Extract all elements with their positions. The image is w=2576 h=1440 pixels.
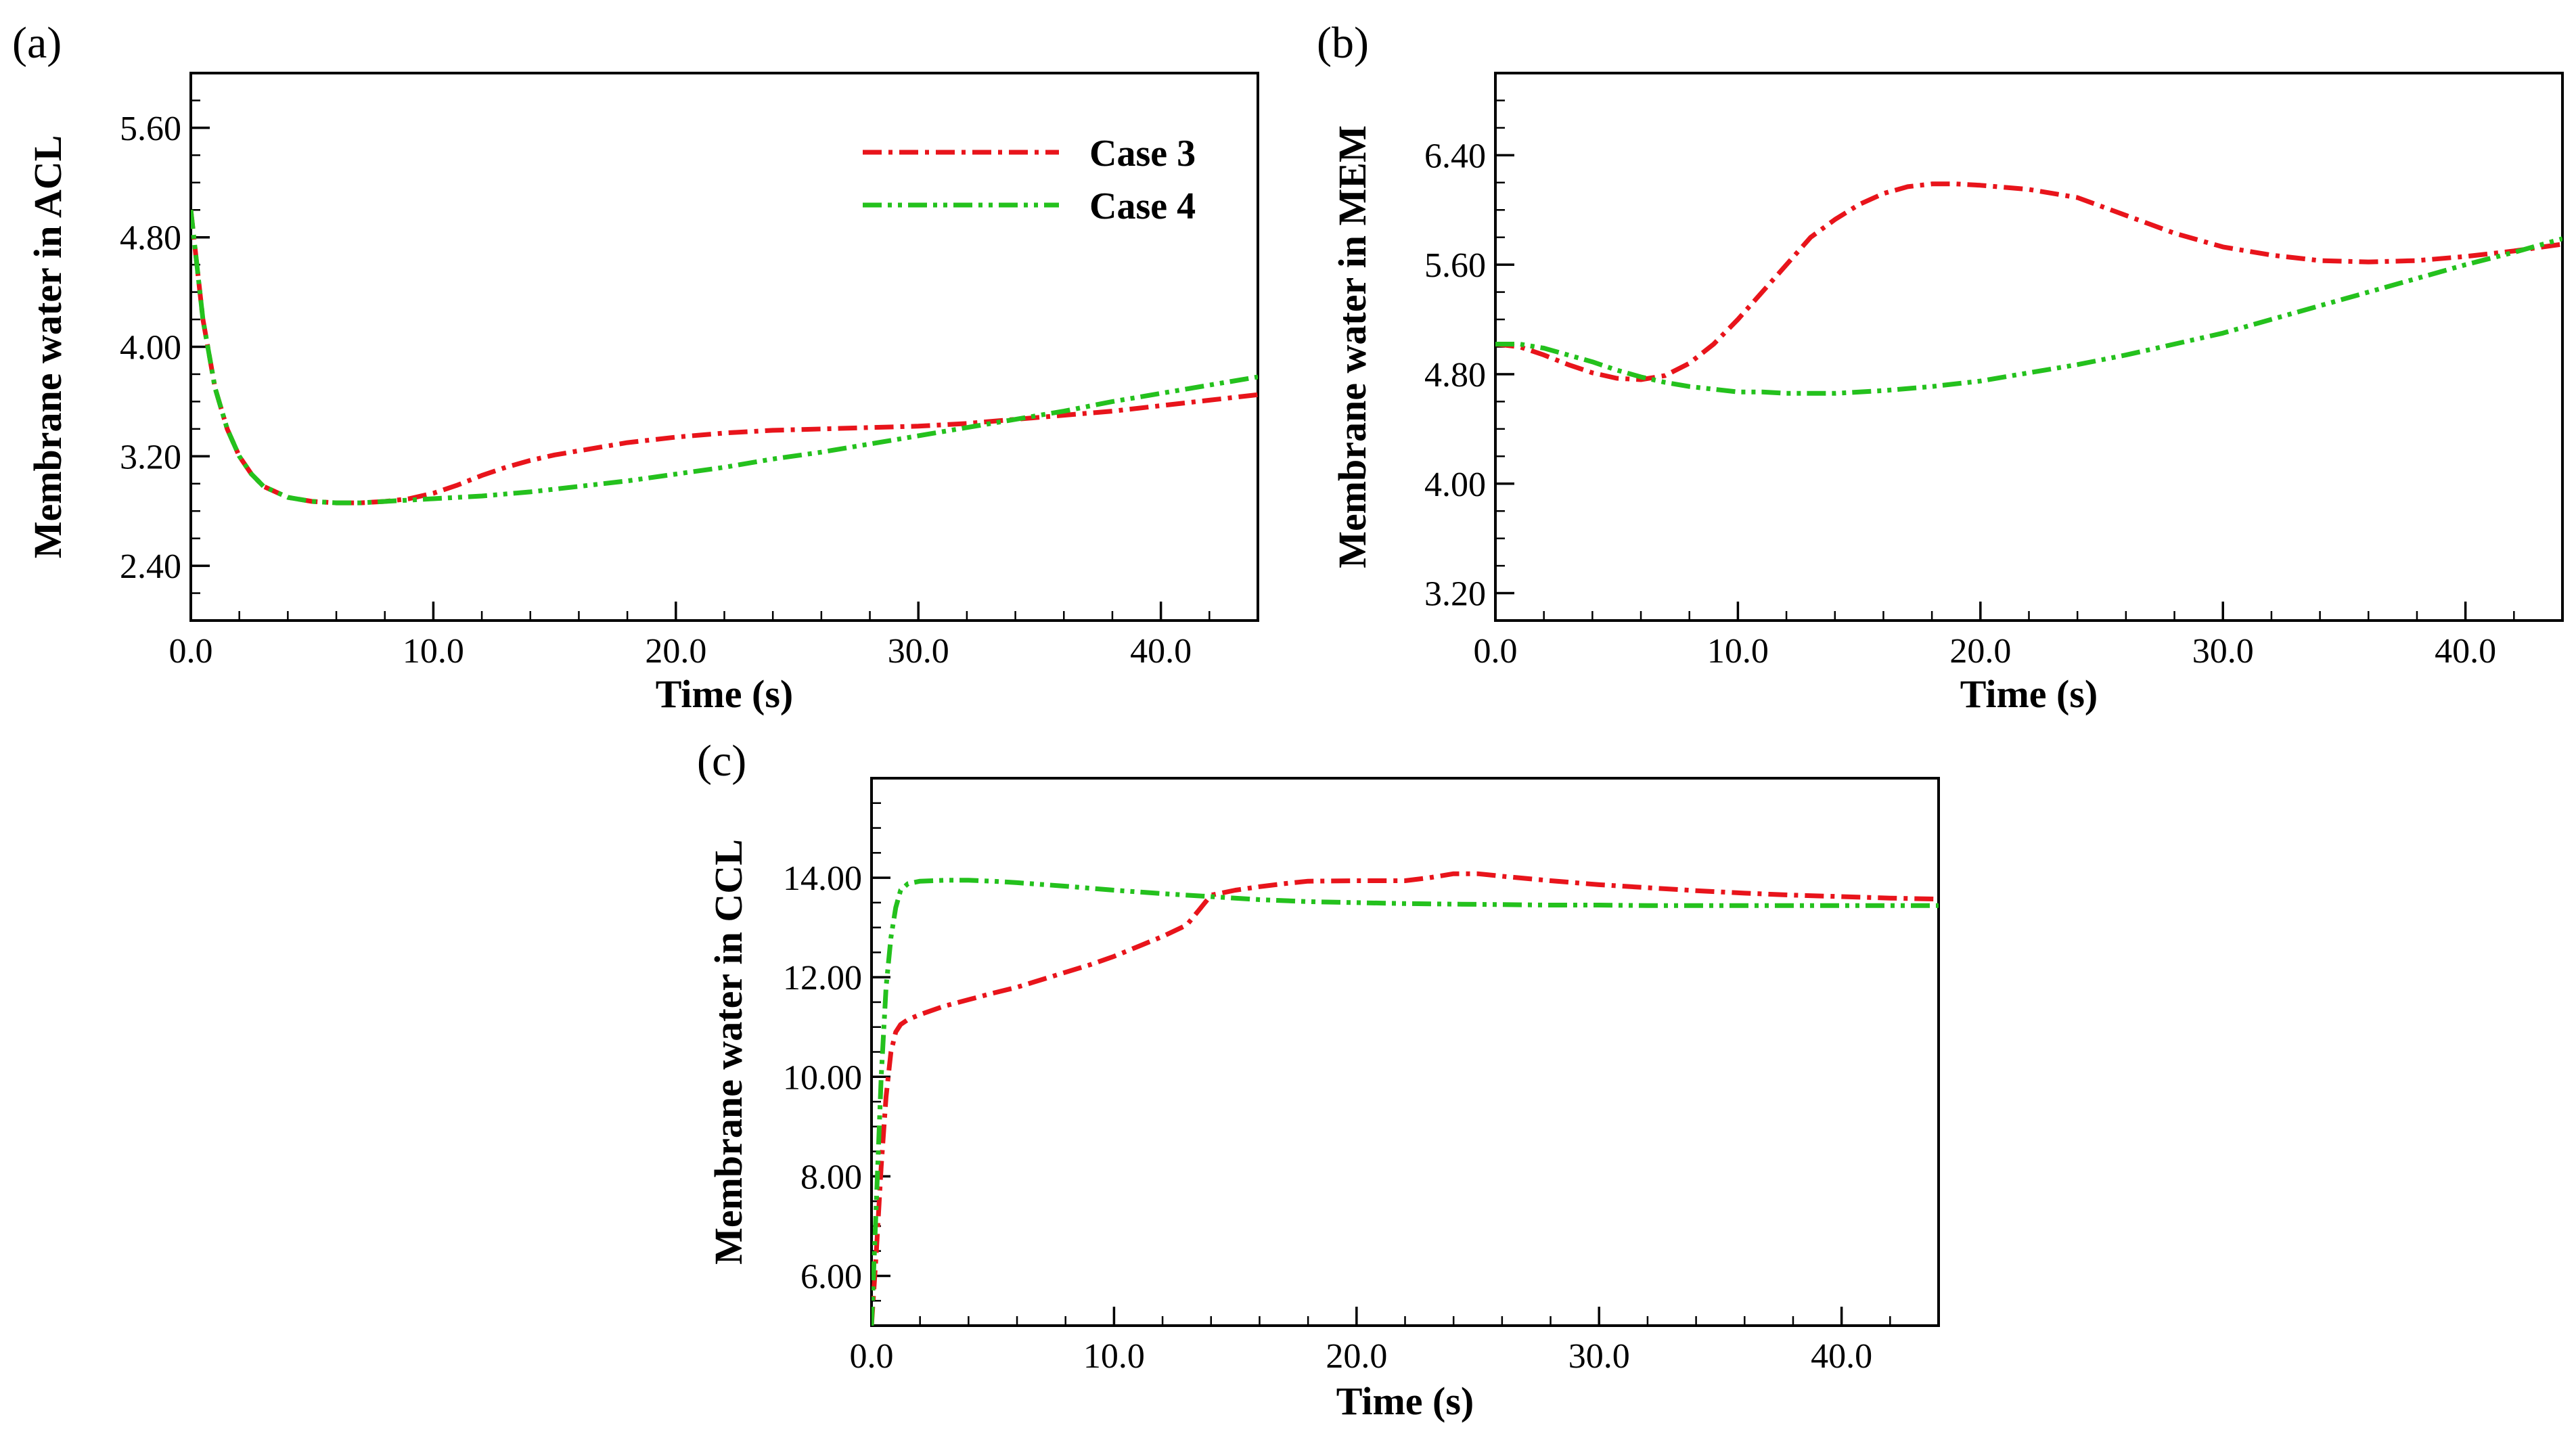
y-axis-label: Membrane water in CCL (706, 839, 750, 1265)
x-tick-label: 30.0 (888, 632, 949, 671)
x-tick-label: 40.0 (2435, 632, 2496, 671)
y-tick-label: 14.00 (783, 859, 862, 898)
y-tick-label: 4.00 (1424, 466, 1486, 504)
x-tick-label: 10.0 (403, 632, 464, 671)
y-tick-label: 10.00 (783, 1058, 862, 1097)
x-tick-label: 40.0 (1811, 1337, 1872, 1376)
y-axis-label: Membrane water in ACL (26, 135, 70, 559)
plot-frame (1494, 72, 2564, 622)
x-axis-label: Time (s) (1960, 672, 2098, 716)
x-tick-label: 10.0 (1083, 1337, 1145, 1376)
x-tick-label: 40.0 (1130, 632, 1192, 671)
x-tick-label: 0.0 (850, 1337, 894, 1376)
y-axis-label: Membrane water in MEM (1330, 125, 1374, 568)
x-tick-label: 30.0 (2192, 632, 2254, 671)
series-line-case-4 (1495, 236, 2562, 396)
x-tick-label: 0.0 (169, 632, 213, 671)
legend-label: Case 4 (1089, 185, 1196, 227)
x-tick-label: 10.0 (1707, 632, 1769, 671)
series-line-case-3 (1495, 181, 2562, 382)
y-tick-label: 4.80 (1424, 356, 1486, 395)
series-line-case-3 (872, 871, 1939, 1326)
y-tick-label: 4.00 (120, 329, 181, 367)
x-axis-label: Time (s) (656, 672, 794, 716)
series-line-case-4 (872, 878, 1939, 1326)
panel-label: (c) (697, 736, 746, 786)
y-tick-label: 4.80 (120, 219, 181, 258)
panel-b-chart: 0.0 10.0 20.0 30.0 40.0 3.20 4.00 4.80 5.60 6.40 T… (1317, 18, 2564, 716)
y-tick-label: 3.20 (120, 438, 181, 476)
panel-label: (a) (12, 18, 62, 68)
x-tick-label: 20.0 (645, 632, 706, 671)
y-tick-label: 2.40 (120, 547, 181, 586)
y-tick-label: 5.60 (120, 110, 181, 148)
y-tick-label: 3.20 (1424, 575, 1486, 614)
series-line-case-3 (191, 209, 1258, 505)
x-tick-label: 0.0 (1474, 632, 1518, 671)
y-tick-label: 6.40 (1424, 137, 1486, 175)
panel-label: (b) (1317, 18, 1369, 68)
plot-frame (870, 777, 1940, 1327)
y-tick-label: 8.00 (800, 1158, 862, 1196)
x-tick-label: 20.0 (1949, 632, 2011, 671)
y-tick-label: 5.60 (1424, 246, 1486, 285)
x-tick-label: 30.0 (1568, 1337, 1630, 1376)
panel-c-chart: 0.0 10.0 20.0 30.0 40.0 6.00 8.00 10.00 12.00 14.… (697, 736, 1940, 1423)
y-tick-label: 12.00 (783, 959, 862, 997)
x-axis-label: Time (s) (1336, 1379, 1474, 1423)
panel-a-chart: 0.0 10.0 20.0 30.0 40.0 2.40 3.20 4.00 4.80 5.60 T… (12, 18, 1259, 716)
x-tick-label: 20.0 (1326, 1337, 1387, 1376)
legend: Case 3 Case 4 (863, 133, 1196, 227)
y-tick-label: 6.00 (800, 1257, 862, 1296)
series-line-case-4 (191, 209, 1258, 505)
legend-label: Case 3 (1089, 133, 1196, 175)
